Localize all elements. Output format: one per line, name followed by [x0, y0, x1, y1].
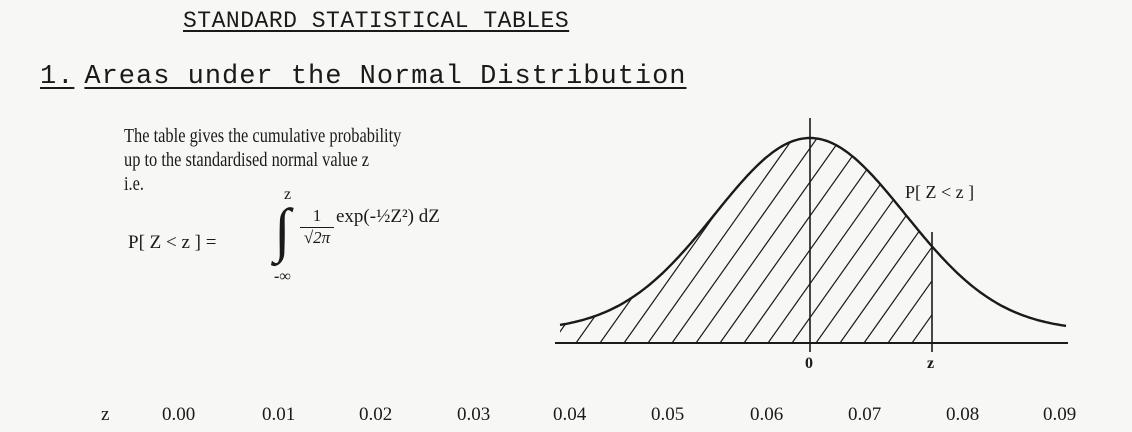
column-header: 0.02	[359, 404, 393, 425]
hatch-line	[560, 138, 723, 343]
column-header: 0.01	[262, 404, 296, 425]
column-header: 0.00	[162, 404, 196, 425]
column-header: 0.09	[1043, 404, 1077, 425]
formula-integrand: exp(-½Z²) dZ	[336, 206, 440, 227]
table-header-row: z 0.00 0.01 0.02 0.03 0.04 0.05 0.06 0.0…	[0, 404, 1132, 430]
fraction-numerator: 1	[300, 206, 334, 228]
hatch-line	[695, 138, 867, 343]
hatch-line	[560, 138, 699, 343]
column-header: 0.07	[848, 404, 882, 425]
axis-label-mean: 0	[805, 355, 813, 372]
hatch-line	[647, 138, 819, 343]
page-title: STANDARD STATISTICAL TABLES	[183, 8, 570, 34]
normal-curve	[559, 136, 1067, 328]
hatch-line	[839, 138, 932, 343]
column-header: 0.06	[750, 404, 784, 425]
integral-lower-limit: -∞	[274, 268, 291, 285]
fraction-denominator: √2π	[303, 228, 331, 247]
probability-formula: P[ Z < z ] = z ∫ -∞ 1 √2π exp(-½Z²) dZ	[128, 186, 488, 302]
hatch-line	[560, 138, 675, 343]
cumulative-probability-label: P[ Z < z ]	[905, 182, 975, 202]
column-header: 0.03	[457, 404, 491, 425]
hatch-line	[815, 138, 932, 343]
hatch-line	[911, 138, 932, 343]
hatch-line	[560, 138, 651, 343]
column-header: 0.04	[553, 404, 587, 425]
section-title: Areas under the Normal Distribution	[84, 62, 687, 92]
column-header: 0.08	[946, 404, 980, 425]
column-header: z	[101, 404, 110, 425]
hatch-line	[743, 138, 915, 343]
section-heading: 1. Areas under the Normal Distribution	[40, 62, 697, 92]
description: The table gives the cumulative probabili…	[124, 124, 401, 196]
hatch-line	[960, 103, 1130, 343]
description-line-2: up to the standardised normal value z	[124, 149, 370, 171]
hatch-line	[887, 138, 932, 343]
integral-sign: ∫	[274, 197, 291, 263]
hatch-line	[599, 138, 771, 343]
formula-fraction: 1 √2π	[300, 206, 334, 248]
formula-lhs: P[ Z < z ] =	[128, 232, 217, 253]
description-line-1: The table gives the cumulative probabili…	[124, 125, 402, 147]
hatch-line	[671, 138, 843, 343]
axis-label-z: z	[927, 355, 935, 372]
hatch-line	[575, 138, 747, 343]
column-header: 0.05	[651, 404, 685, 425]
section-number: 1.	[40, 62, 75, 92]
hatch-line	[791, 138, 932, 343]
integral-upper-limit: z	[284, 186, 292, 203]
hatch-line	[936, 103, 1106, 343]
hatch-line	[863, 138, 932, 343]
description-line-3: i.e.	[124, 173, 145, 195]
